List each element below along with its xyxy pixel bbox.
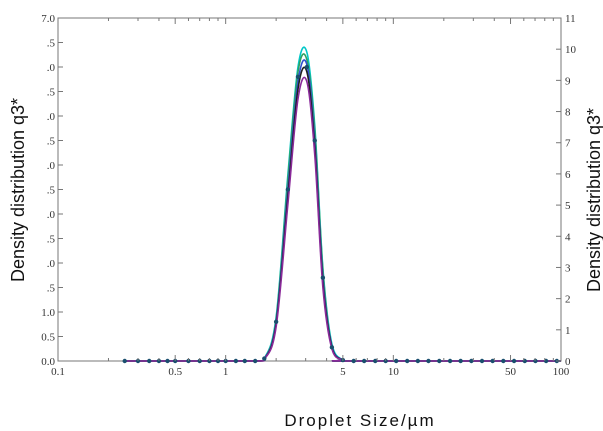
y-axis-left-title: Density distribution q3* <box>8 98 28 282</box>
y-right-tick-label: 8 <box>565 107 571 119</box>
data-point <box>373 358 378 364</box>
x-tick-label: 0.5 <box>168 366 182 378</box>
data-point <box>147 358 152 364</box>
x-tick-label: 50 <box>505 366 517 378</box>
y-left-tick-label: .0 <box>47 160 56 172</box>
y-left-tick-label: 1.0 <box>41 307 55 319</box>
series-line-2 <box>124 53 561 362</box>
y-left-tick-label: .0 <box>47 258 56 270</box>
data-point <box>501 358 506 364</box>
data-point <box>361 358 367 364</box>
data-point <box>522 358 527 364</box>
y-left-tick-label: .5 <box>47 87 56 99</box>
y-right-tick-label: 9 <box>565 75 571 87</box>
data-point <box>351 358 356 364</box>
x-axis-title: Droplet Size/µm <box>284 411 435 430</box>
y-right-tick-label: 10 <box>565 44 577 56</box>
series-markers <box>122 64 560 364</box>
series-curves <box>124 46 561 362</box>
data-point <box>242 358 247 364</box>
y-axis-left-ticks: 7.0 .5 .0 .5 .0 .5 .0 .5 .0 .5 .0 .5 1.0 0.5 0.0 <box>41 13 63 368</box>
y-left-tick-label: .5 <box>47 283 56 295</box>
series-line-3 <box>124 59 561 362</box>
y-left-tick-label: 0.0 <box>41 356 55 368</box>
data-point <box>329 345 335 350</box>
y-left-tick-label: .0 <box>47 62 56 74</box>
data-point <box>415 358 421 364</box>
y-left-tick-label: 7.0 <box>41 13 55 25</box>
x-tick-label: 100 <box>553 366 570 378</box>
x-tick-label: 5 <box>340 366 346 378</box>
y-right-tick-label: 5 <box>565 200 571 212</box>
data-point <box>122 358 127 364</box>
series-line-1 <box>124 46 561 362</box>
y-right-tick-label: 0 <box>565 356 571 368</box>
data-point <box>393 358 399 364</box>
series-line-5 <box>124 76 561 362</box>
data-point <box>273 319 279 324</box>
data-point <box>320 275 326 280</box>
y-left-tick-label: .5 <box>47 185 56 197</box>
data-point <box>233 358 239 364</box>
y-axis-right-ticks: 0 1 2 3 4 5 6 7 8 9 10 11 <box>556 13 577 368</box>
series-line-4 <box>124 66 561 362</box>
data-point <box>165 358 170 364</box>
data-point <box>405 358 410 364</box>
data-point <box>479 358 485 364</box>
data-point <box>312 138 317 143</box>
y-right-tick-label: 6 <box>565 169 571 181</box>
y-right-tick-label: 4 <box>565 231 571 243</box>
y-right-tick-label: 2 <box>565 294 571 306</box>
x-tick-label: 1 <box>223 366 229 378</box>
y-right-tick-label: 3 <box>565 262 571 274</box>
y-left-tick-label: .5 <box>47 38 56 50</box>
data-point <box>304 64 310 70</box>
data-point <box>511 358 517 364</box>
y-left-tick-label: .5 <box>47 136 56 148</box>
data-point <box>469 358 474 364</box>
y-left-tick-label: .5 <box>47 234 56 246</box>
x-tick-label: 10 <box>388 366 400 378</box>
data-point <box>285 187 291 192</box>
y-right-tick-label: 11 <box>565 13 576 25</box>
y-axis-right-title: Density distribution q3* <box>584 108 603 292</box>
data-point <box>295 74 301 80</box>
data-point <box>426 358 431 364</box>
data-point <box>252 358 258 364</box>
y-left-tick-label: .0 <box>47 111 56 123</box>
y-right-tick-label: 1 <box>565 325 571 337</box>
x-tick-label: 0.1 <box>51 366 65 378</box>
data-point <box>447 358 453 364</box>
y-left-tick-label: 0.5 <box>41 332 55 344</box>
y-left-tick-label: .0 <box>47 209 56 221</box>
y-right-tick-label: 7 <box>565 138 571 150</box>
data-point <box>458 358 463 364</box>
x-axis-ticks: 0.1 0.5 1 5 10 50 100 <box>51 18 570 378</box>
data-point <box>262 356 267 361</box>
data-point <box>437 358 442 364</box>
data-point <box>490 358 495 364</box>
